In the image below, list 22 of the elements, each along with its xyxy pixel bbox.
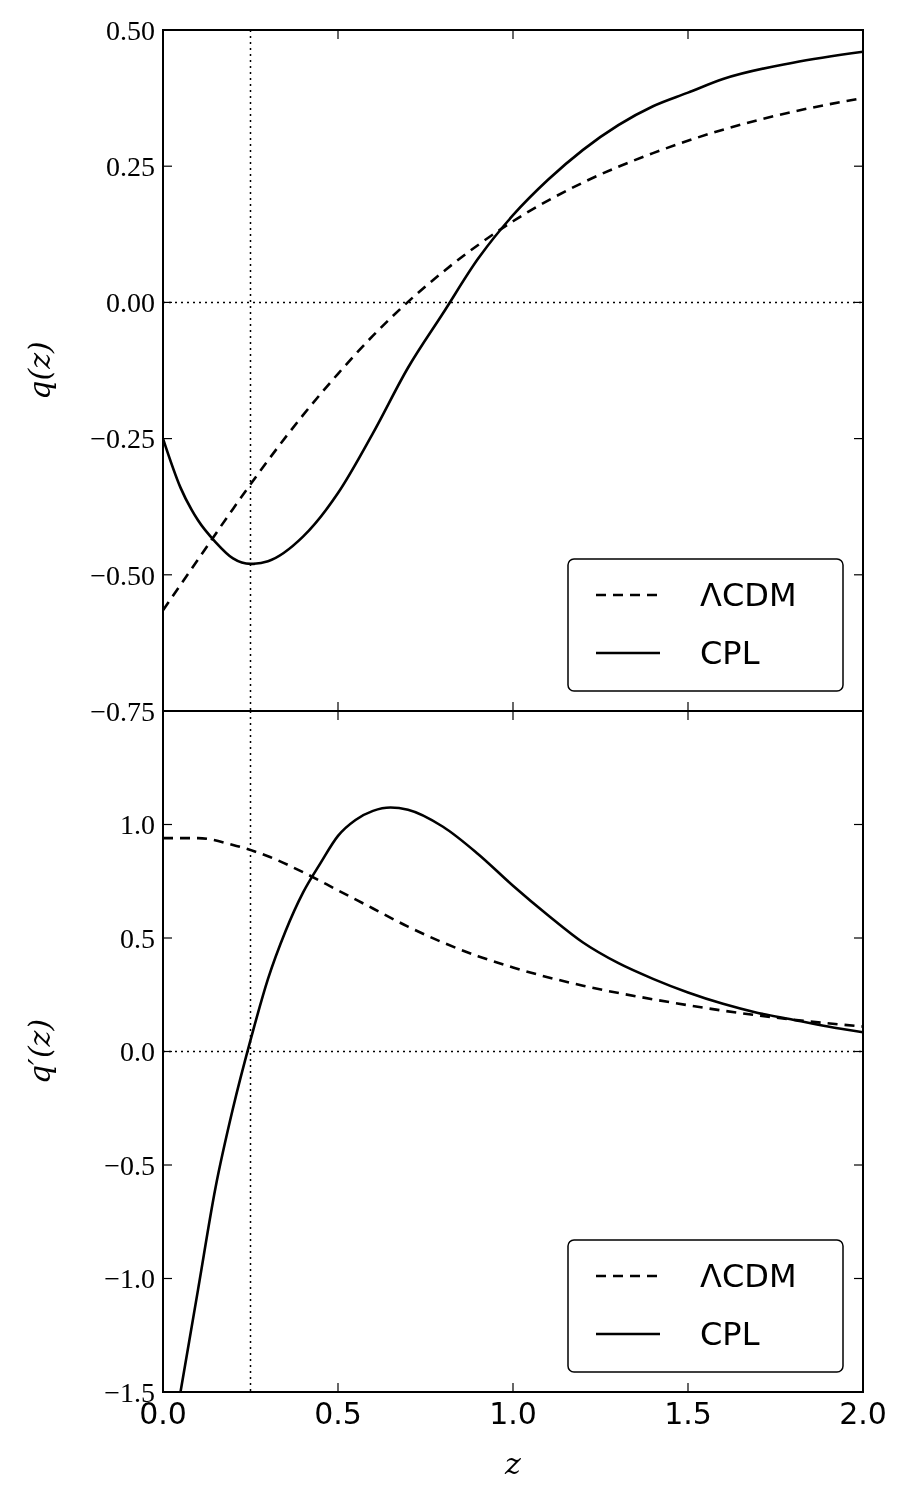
y-tick-label: 0.50 <box>106 14 155 46</box>
x-tick-label: 1.0 <box>489 1396 537 1431</box>
y-axis-title: q(z) <box>22 341 57 400</box>
y-tick-label: −0.50 <box>90 559 155 591</box>
x-tick-label: 2.0 <box>839 1396 887 1431</box>
y-axis-title: q′(z) <box>22 1018 57 1085</box>
y-tick-label: 1.0 <box>120 809 155 841</box>
legend-label: ΛCDM <box>700 1257 797 1296</box>
y-tick-label: 0.0 <box>120 1036 155 1068</box>
legend-label: CPL <box>700 1315 760 1354</box>
y-tick-label: 0.5 <box>120 922 155 954</box>
x-tick-label: 1.5 <box>664 1396 712 1431</box>
y-tick-label: 0.25 <box>106 151 155 182</box>
y-tick-label: −0.5 <box>104 1149 155 1181</box>
x-tick-label: 0.5 <box>314 1396 362 1431</box>
y-tick-label: −0.75 <box>90 695 155 727</box>
y-tick-label: −0.25 <box>90 423 155 455</box>
y-tick-label: −1.0 <box>104 1263 155 1295</box>
y-tick-label: 0.00 <box>106 287 155 319</box>
legend-label: ΛCDM <box>700 576 797 615</box>
legend-label: CPL <box>700 634 760 673</box>
x-axis-title: z <box>504 1446 522 1481</box>
